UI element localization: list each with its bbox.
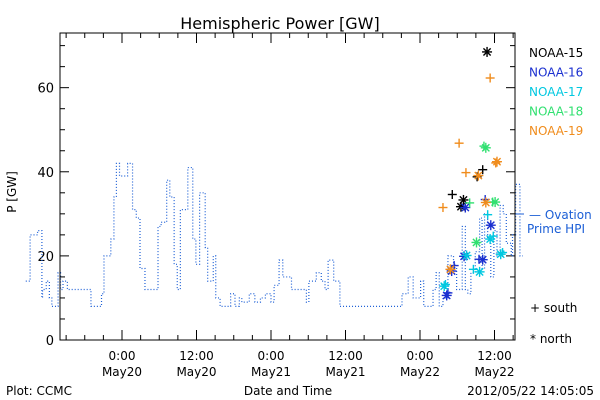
legend-north-marker: * north bbox=[530, 332, 572, 346]
ovation-legend-label: — Ovation bbox=[529, 208, 592, 222]
marker-stroke bbox=[491, 197, 500, 207]
plot-credit: Plot: CCMC bbox=[6, 384, 72, 398]
x-tick-date-label: May22 bbox=[474, 365, 514, 379]
legend-noaa-16: NOAA-16 bbox=[529, 66, 583, 80]
marker-stroke bbox=[459, 195, 468, 205]
marker-stroke bbox=[486, 234, 495, 244]
marker-stroke bbox=[481, 198, 490, 207]
noaa-19-south-point bbox=[454, 138, 464, 148]
noaa-18-north-point bbox=[471, 237, 482, 248]
ovation-legend-label: Prime HPI bbox=[527, 222, 585, 236]
marker-stroke bbox=[492, 157, 502, 166]
noaa-16-north-point bbox=[477, 254, 488, 265]
noaa-17-north-point bbox=[474, 266, 485, 277]
plot-frame bbox=[59, 32, 516, 341]
legend-noaa-15: NOAA-15 bbox=[529, 46, 583, 60]
noaa-19-south-point bbox=[461, 168, 471, 178]
x-tick-time-label: 12:00 bbox=[328, 349, 363, 363]
plot-timestamp: 2012/05/22 14:05:05 bbox=[467, 384, 594, 398]
noaa-18-north-point bbox=[480, 142, 491, 153]
legend-noaa-19: NOAA-19 bbox=[529, 124, 583, 138]
marker-stroke bbox=[486, 221, 495, 230]
x-tick-time-label: 0:00 bbox=[407, 349, 434, 363]
x-tick-date-label: May22 bbox=[400, 365, 440, 379]
noaa-17-north-point bbox=[461, 250, 472, 261]
marker-stroke bbox=[474, 171, 483, 180]
marker-stroke bbox=[461, 203, 470, 212]
marker-stroke bbox=[478, 255, 487, 264]
noaa-18-south-point bbox=[465, 198, 475, 208]
noaa-15-north-point bbox=[482, 46, 493, 57]
x-axis-label: Date and Time bbox=[244, 384, 332, 398]
marker-stroke bbox=[446, 265, 455, 274]
noaa-18-north-point bbox=[490, 197, 501, 208]
marker-stroke bbox=[482, 47, 492, 57]
noaa-19-north-point bbox=[480, 197, 491, 208]
noaa-19-south-point bbox=[438, 203, 448, 213]
noaa-16-north-point bbox=[441, 290, 452, 301]
y-tick-label: 60 bbox=[37, 82, 54, 97]
y-tick-label: 20 bbox=[37, 250, 54, 265]
marker-stroke bbox=[475, 267, 484, 276]
x-tick-time-label: 0:00 bbox=[109, 349, 136, 363]
x-tick-date-label: May20 bbox=[176, 365, 216, 379]
y-axis-label: P [GW] bbox=[5, 171, 19, 213]
noaa-16-north-point bbox=[485, 220, 496, 231]
noaa-19-north-point bbox=[491, 156, 502, 167]
x-tick-time-label: 12:00 bbox=[179, 349, 214, 363]
noaa-19-south-point bbox=[485, 73, 495, 83]
legend-noaa-18: NOAA-18 bbox=[529, 105, 583, 119]
noaa-19-north-point bbox=[473, 170, 484, 181]
y-tick-label: 40 bbox=[37, 166, 54, 181]
noaa-17-north-point bbox=[495, 249, 506, 260]
noaa-17-north-point bbox=[485, 234, 496, 245]
noaa-17-south-point bbox=[483, 210, 493, 220]
x-tick-time-label: 0:00 bbox=[258, 349, 285, 363]
marker-stroke bbox=[496, 250, 505, 259]
x-tick-date-label: May20 bbox=[102, 365, 142, 379]
legend-noaa-17: NOAA-17 bbox=[529, 85, 583, 99]
noaa-15-south-point bbox=[447, 189, 457, 199]
noaa-17-north-point bbox=[439, 281, 450, 292]
marker-stroke bbox=[472, 238, 481, 247]
x-tick-time-label: 12:00 bbox=[477, 349, 512, 363]
marker-stroke bbox=[462, 251, 471, 260]
marker-stroke bbox=[481, 143, 490, 152]
marker-stroke bbox=[440, 282, 449, 291]
x-tick-date-label: May21 bbox=[325, 365, 365, 379]
noaa-15-south-point bbox=[478, 165, 488, 175]
chart-title: Hemispheric Power [GW] bbox=[180, 14, 379, 33]
x-tick-date-label: May21 bbox=[251, 365, 291, 379]
y-tick-label: 0 bbox=[46, 334, 54, 349]
noaa-19-north-point bbox=[445, 264, 456, 275]
noaa-16-north-point bbox=[460, 202, 471, 213]
legend-south-marker: + south bbox=[530, 301, 577, 315]
marker-stroke bbox=[442, 291, 451, 300]
